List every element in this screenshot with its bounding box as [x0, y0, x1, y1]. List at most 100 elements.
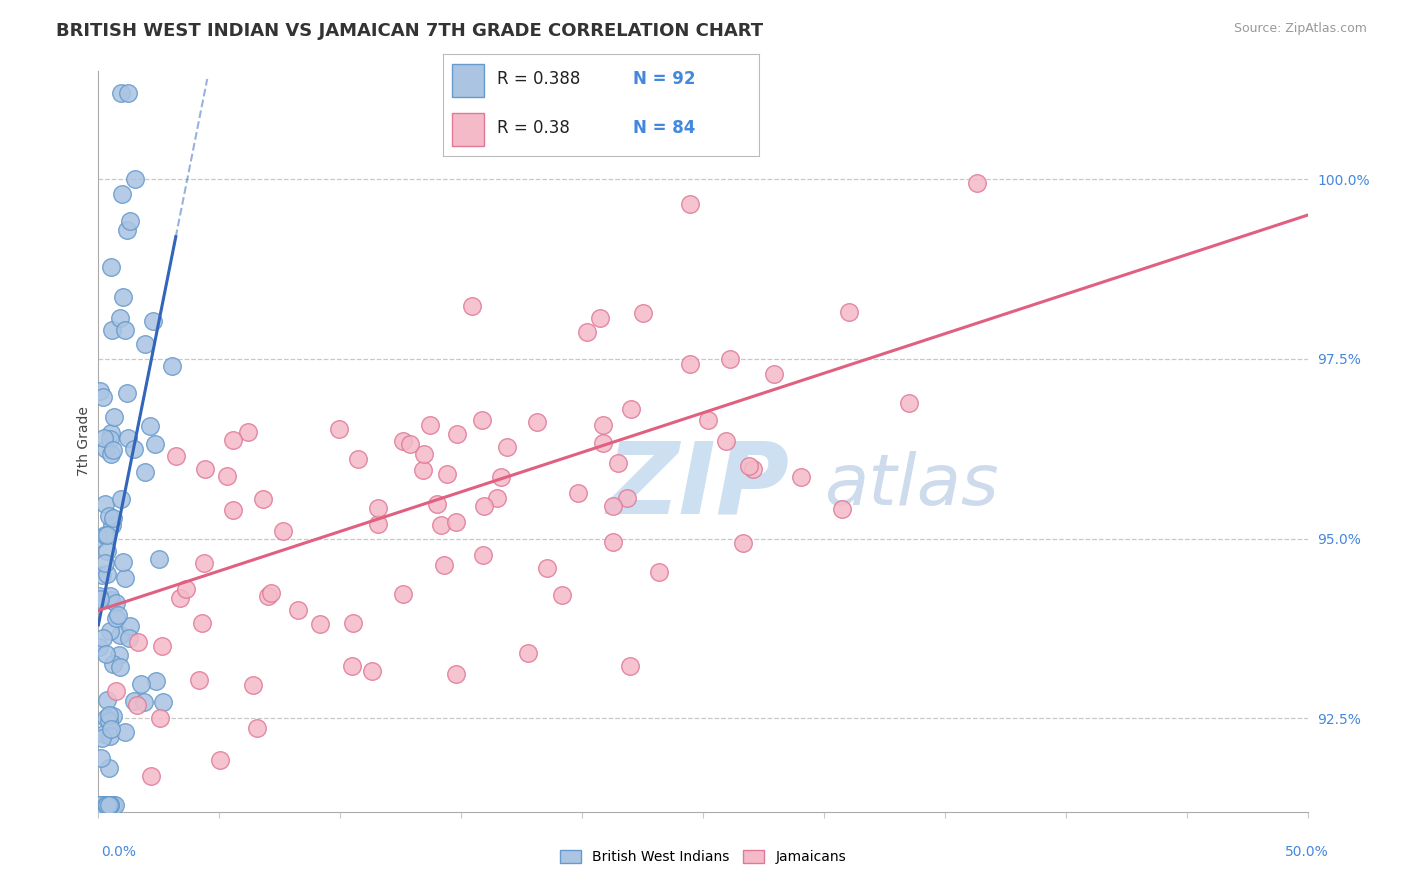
Point	[94, 797, 117, 812]
Point	[763, 367, 786, 381]
Text: N = 92: N = 92	[633, 70, 695, 88]
Point	[98, 624, 121, 638]
Point	[252, 491, 274, 506]
Point	[101, 657, 124, 672]
Point	[103, 709, 125, 723]
Point	[209, 753, 232, 767]
Point	[606, 456, 628, 470]
Point	[831, 501, 853, 516]
Point	[679, 196, 702, 211]
Point	[97, 708, 120, 723]
Text: BRITISH WEST INDIAN VS JAMAICAN 7TH GRADE CORRELATION CHART: BRITISH WEST INDIAN VS JAMAICAN 7TH GRAD…	[56, 22, 763, 40]
Point	[117, 432, 139, 446]
Point	[790, 470, 813, 484]
Point	[98, 797, 121, 812]
Point	[134, 465, 156, 479]
Point	[111, 186, 134, 201]
Y-axis label: 7th Grade: 7th Grade	[77, 407, 91, 476]
Point	[152, 695, 174, 709]
Point	[104, 684, 127, 698]
Point	[129, 677, 152, 691]
Point	[89, 589, 111, 603]
Point	[143, 437, 166, 451]
Point	[413, 447, 436, 461]
Point	[461, 299, 484, 313]
Point	[98, 797, 121, 812]
Point	[966, 176, 988, 190]
Point	[141, 769, 163, 783]
Point	[526, 415, 548, 429]
Point	[169, 591, 191, 605]
Point	[516, 647, 538, 661]
Point	[150, 639, 173, 653]
Point	[122, 693, 145, 707]
Point	[101, 323, 124, 337]
Point	[114, 571, 136, 585]
Point	[191, 616, 214, 631]
Point	[392, 434, 415, 449]
Point	[94, 711, 117, 725]
Point	[446, 427, 468, 442]
Point	[97, 797, 120, 812]
Point	[897, 396, 920, 410]
Point	[188, 673, 211, 688]
Point	[100, 426, 122, 441]
Point	[360, 664, 382, 678]
FancyBboxPatch shape	[453, 64, 484, 96]
Point	[222, 503, 245, 517]
Point	[108, 311, 131, 326]
Point	[93, 431, 115, 445]
Point	[96, 528, 118, 542]
Point	[100, 593, 122, 607]
Point	[496, 440, 519, 454]
Text: 0.0%: 0.0%	[101, 845, 136, 859]
Point	[433, 558, 456, 572]
Point	[217, 469, 239, 483]
Point	[100, 260, 122, 274]
Point	[98, 432, 121, 446]
Point	[98, 714, 121, 728]
Point	[100, 447, 122, 461]
Point	[87, 640, 110, 654]
Point	[430, 518, 453, 533]
Point	[742, 462, 765, 476]
Point	[118, 214, 141, 228]
Point	[98, 797, 121, 812]
Point	[110, 86, 132, 100]
Point	[108, 628, 131, 642]
Point	[631, 306, 654, 320]
Point	[89, 384, 111, 398]
Point	[93, 556, 115, 570]
Point	[347, 452, 370, 467]
Point	[104, 596, 127, 610]
Text: N = 84: N = 84	[633, 120, 695, 137]
Point	[536, 561, 558, 575]
Point	[242, 678, 264, 692]
Point	[340, 658, 363, 673]
Point	[174, 582, 197, 597]
Point	[117, 86, 139, 100]
Point	[162, 359, 184, 374]
Point	[91, 568, 114, 582]
Point	[94, 497, 117, 511]
Text: Source: ZipAtlas.com: Source: ZipAtlas.com	[1233, 22, 1367, 36]
Point	[101, 442, 124, 457]
Point	[96, 566, 118, 581]
Point	[551, 588, 574, 602]
Point	[648, 565, 671, 579]
Point	[714, 434, 737, 448]
Point	[89, 797, 111, 812]
Point	[145, 674, 167, 689]
Text: ZIP: ZIP	[606, 437, 789, 534]
Point	[738, 459, 761, 474]
Point	[257, 590, 280, 604]
Point	[96, 544, 118, 558]
Point	[616, 491, 638, 506]
Point	[112, 555, 135, 569]
Point	[426, 497, 449, 511]
Point	[101, 517, 124, 532]
Point	[471, 413, 494, 427]
Point	[94, 647, 117, 661]
Point	[576, 325, 599, 339]
Point	[446, 667, 468, 681]
